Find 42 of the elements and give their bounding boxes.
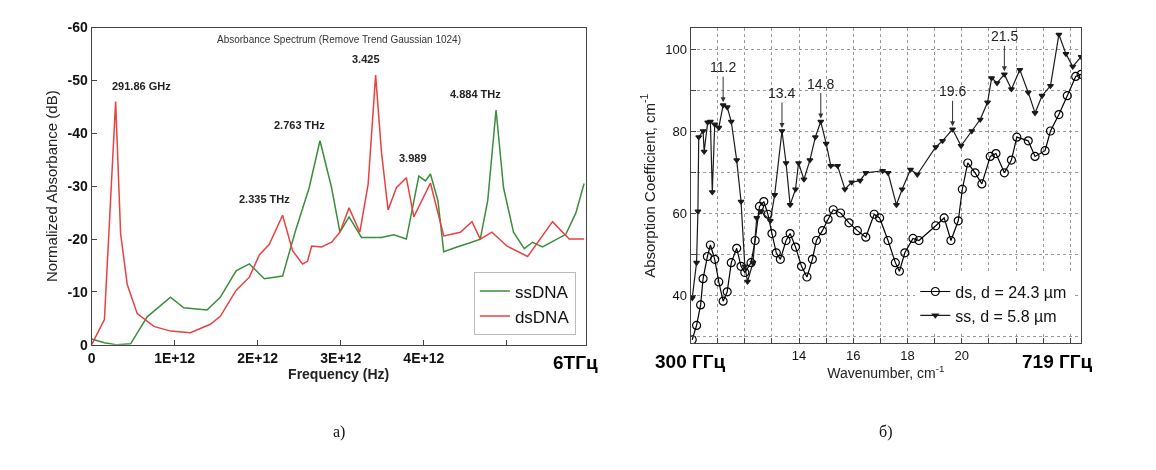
x-tick-label: 1E+12 [154,349,196,366]
y-tick-label: 60 [672,206,687,222]
x-axis-title: Wavenumber, cm$^{-1}$ [827,362,945,381]
annotation: 14.8 [807,76,835,92]
y-tick-label: -10 [67,283,88,300]
annotation: 2.335 THz [239,193,291,205]
legend-label: ds, d = 24.3 µm [955,283,1067,301]
annotation: 2.763 THz [274,119,326,131]
x-tick-label: 14 [791,347,807,363]
x-axis-title: Frequency (Hz) [288,365,390,382]
y-tick-label: 40 [672,288,687,304]
y-tick-label: -50 [67,72,88,89]
text: а) [333,423,346,441]
text: б) [879,423,893,441]
annotation: 3.425 [352,53,380,65]
text: 300 ГГц [655,351,726,372]
y-tick-label: 80 [672,124,687,140]
annotation: 21.5 [991,28,1019,44]
y-axis-title: Normalized Absorbance (dB) [42,90,60,283]
annotation: 4.884 THz [450,88,502,100]
text: Absorbance Spectrum (Remove Trend Gaussian 1024) [217,34,462,45]
text: 719 ГГц [1022,351,1093,372]
x-tick-label: 18 [900,347,915,363]
x-tick-label: 16 [846,347,861,363]
legend-label: dsDNA [514,307,570,327]
annotation: 13.4 [768,85,796,101]
annotation: 291.86 GHz [112,80,172,92]
annotation: 11.2 [710,59,737,75]
x-tick-label: 3E+12 [320,349,362,366]
y-tick-label: -20 [67,230,88,247]
legend-label: ss, d = 5.8 µm [955,307,1057,325]
legend-label: ssDNA [514,282,569,302]
y-tick-label: 100 [665,42,687,58]
annotation: 3.989 [399,152,427,164]
y-tick-label: -30 [67,178,88,195]
annotation: 19.6 [939,83,967,99]
text: 6ТГц [553,352,598,373]
y-tick-label: -40 [67,125,88,142]
x-tick-label: 20 [954,347,970,363]
x-tick-label: 2E+12 [237,349,279,366]
x-tick-label: 4E+12 [403,349,445,366]
y-tick-label: -60 [67,19,88,36]
